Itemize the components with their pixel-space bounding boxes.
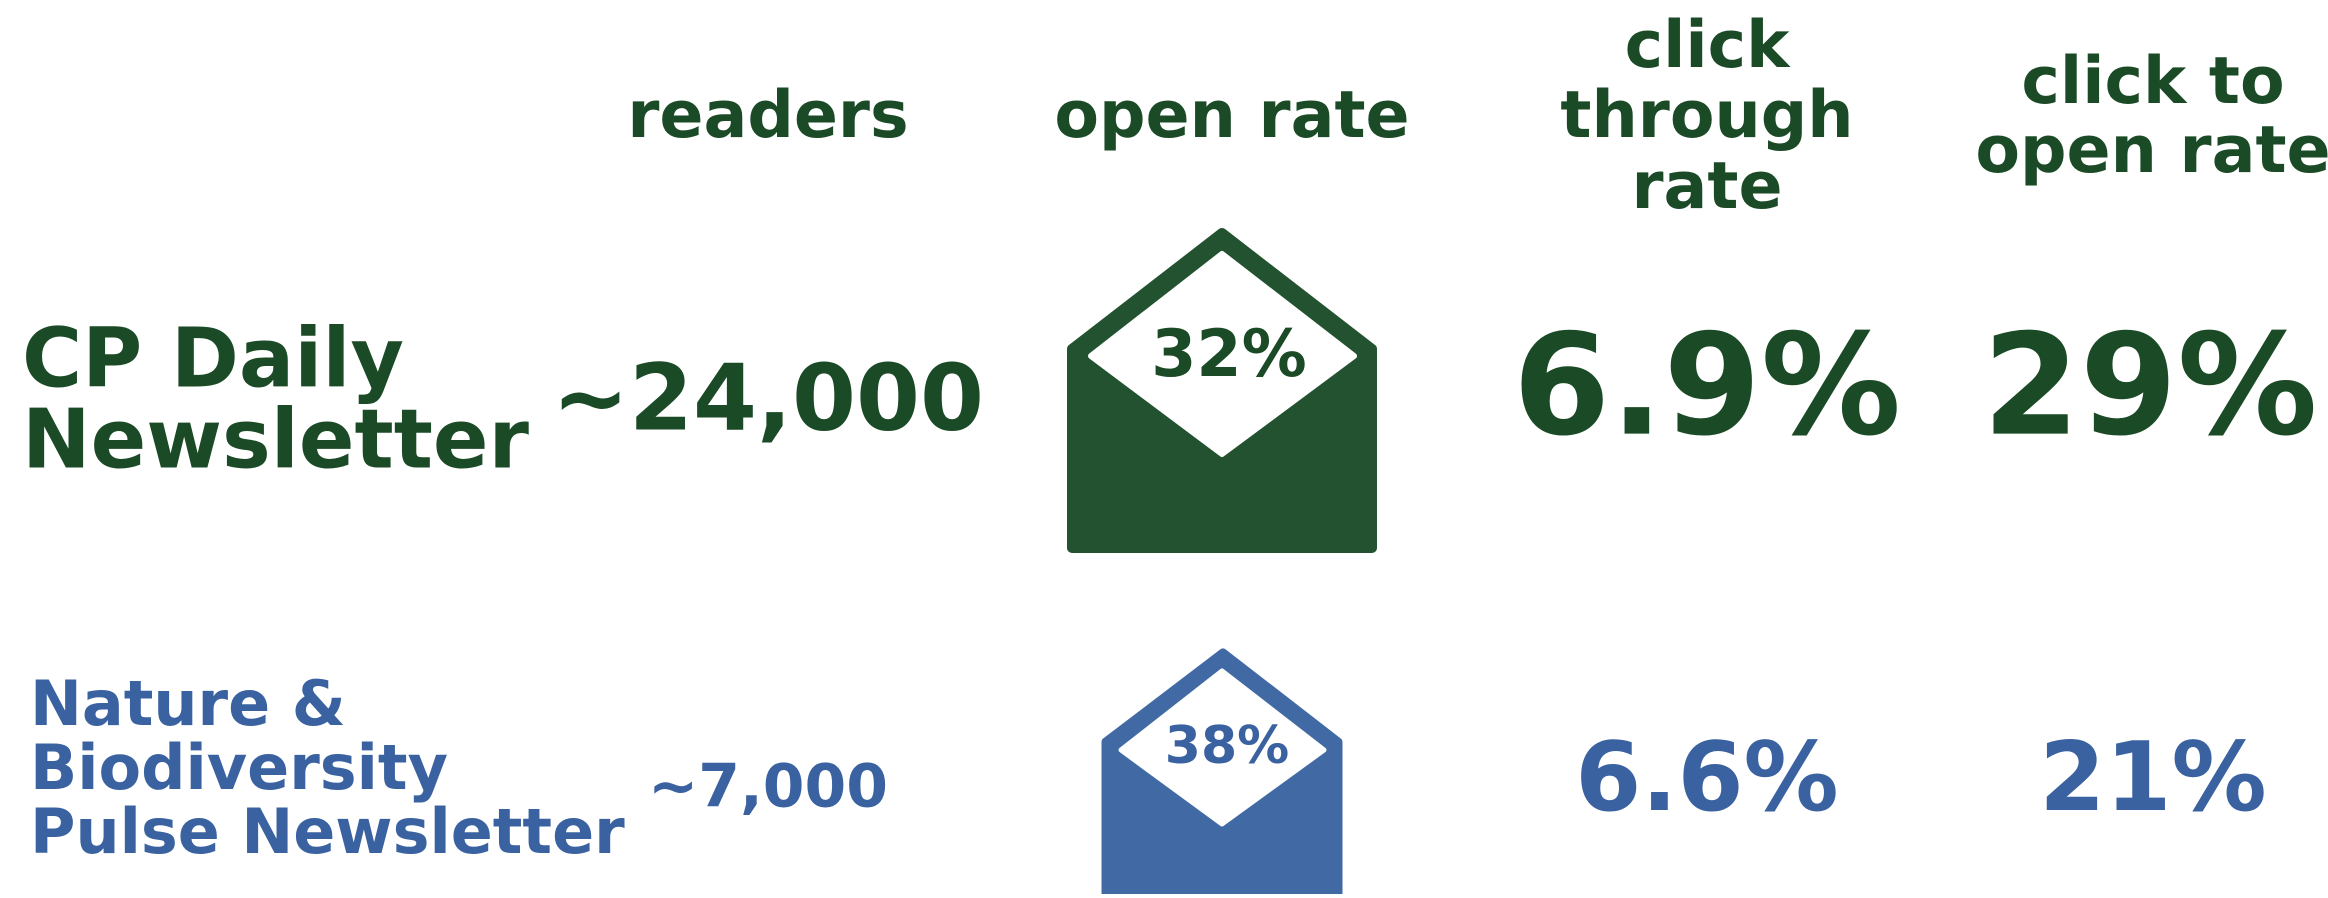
letter (1118, 668, 1327, 827)
header: rate (1631, 149, 1782, 224)
row-name: CP Daily (22, 311, 404, 406)
click-to-open-rate: 29% (1982, 305, 2317, 468)
click-through-rate: 6.6% (1575, 723, 1838, 833)
header: through (1560, 78, 1853, 153)
click-through-rate: 6.9% (1513, 305, 1901, 468)
open-rate: 38% (1165, 716, 1289, 776)
letter (1088, 251, 1357, 457)
header: click to (2021, 44, 2284, 119)
readers: ~7,000 (648, 752, 888, 822)
header: readers (627, 78, 908, 153)
row-name: Newsletter (22, 392, 530, 487)
header: open rate (1054, 78, 1409, 153)
row-name: Biodiversity (30, 731, 448, 804)
open-rate: 32% (1151, 317, 1307, 392)
row-name: Nature & (30, 667, 346, 740)
header: open rate (1975, 113, 2328, 188)
header: click (1625, 8, 1792, 83)
envelope-icon (1067, 228, 1377, 553)
readers: ~24,000 (552, 344, 984, 451)
click-to-open-rate: 21% (2039, 723, 2266, 833)
envelope-icon (1101, 648, 1343, 898)
row-name: Pulse Newsletter (30, 795, 625, 868)
